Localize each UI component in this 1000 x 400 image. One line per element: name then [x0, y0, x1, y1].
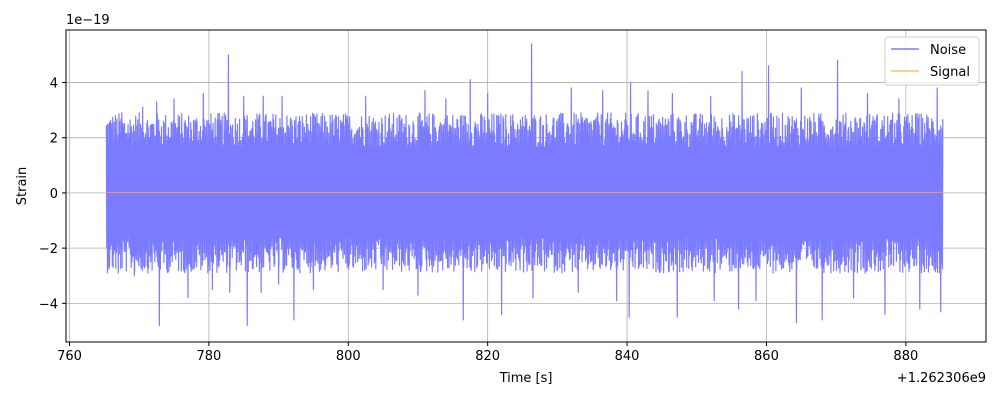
- plot-frame: [65, 29, 987, 343]
- x-tick-label: 880: [893, 349, 918, 364]
- x-tick-label: 840: [615, 349, 640, 364]
- legend: Noise Signal: [884, 36, 980, 86]
- series-layer: [105, 43, 944, 327]
- y-tick-label: 4: [50, 76, 58, 91]
- x-tick-label: 780: [196, 349, 221, 364]
- y-axis-label: Strain: [15, 167, 30, 206]
- x-axis-label: Time [s]: [499, 371, 553, 386]
- legend-label-noise: Noise: [930, 43, 966, 58]
- x-tick-label: 760: [57, 349, 82, 364]
- y-tick-label: 2: [50, 132, 58, 147]
- y-tick-label: −4: [39, 297, 58, 312]
- x-tick-label: 820: [475, 349, 500, 364]
- series-line-noise: [105, 43, 944, 327]
- y-tick-label: −2: [39, 242, 58, 257]
- x-offset-label: +1.262306e9: [897, 371, 986, 386]
- legend-label-signal: Signal: [930, 65, 970, 80]
- x-tick-label: 860: [754, 349, 779, 364]
- ticks: 760 780 800 820 840 860 880 −4 −2 0 2 4: [39, 76, 918, 364]
- y-scale-label: 1e−19: [66, 13, 110, 28]
- y-tick-label: 0: [50, 187, 58, 202]
- x-tick-label: 800: [336, 349, 361, 364]
